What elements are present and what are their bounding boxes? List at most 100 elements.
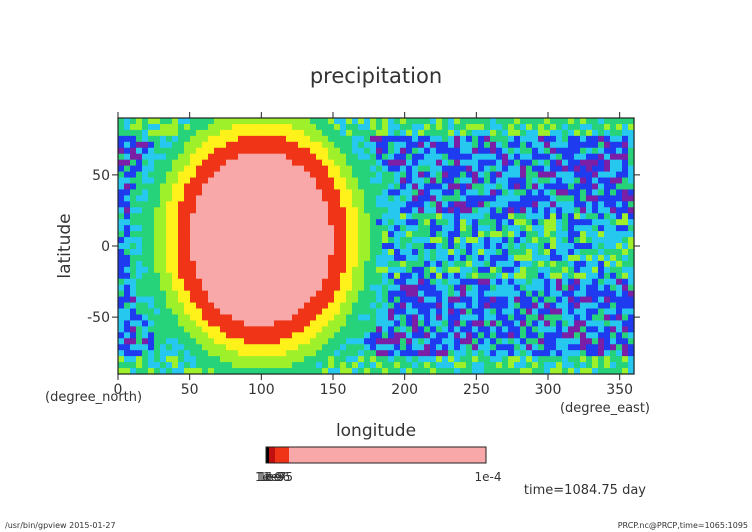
heatmap-cell xyxy=(256,183,263,191)
heatmap-cell xyxy=(286,278,293,286)
heatmap-cell xyxy=(412,332,419,339)
heatmap-cell xyxy=(394,260,401,268)
heatmap-cell xyxy=(322,266,329,274)
heatmap-cell xyxy=(118,195,125,202)
heatmap-cell xyxy=(364,320,371,327)
heatmap-cell xyxy=(166,338,173,345)
heatmap-cell xyxy=(514,368,521,375)
heatmap-cell xyxy=(586,356,593,363)
heatmap-cell xyxy=(184,147,191,155)
heatmap-cell xyxy=(316,153,323,161)
heatmap-cell xyxy=(160,159,167,167)
heatmap-cell xyxy=(550,195,557,202)
heatmap-cell xyxy=(460,314,467,322)
heatmap-cell xyxy=(154,314,161,322)
heatmap-cell xyxy=(304,308,311,316)
heatmap-cell xyxy=(352,171,359,179)
heatmap-cell xyxy=(184,320,191,327)
heatmap-cell xyxy=(298,362,305,369)
heatmap-cell xyxy=(154,254,161,262)
heatmap-cell xyxy=(598,123,605,131)
heatmap-cell xyxy=(574,290,581,298)
heatmap-cell xyxy=(466,183,473,191)
heatmap-cell xyxy=(448,260,455,268)
heatmap-cell xyxy=(328,147,335,155)
heatmap-cell xyxy=(394,118,401,125)
heatmap-cell xyxy=(124,135,131,143)
heatmap-cell xyxy=(592,368,599,375)
heatmap-cell xyxy=(394,332,401,339)
heatmap-cell xyxy=(472,219,479,226)
heatmap-cell xyxy=(526,201,533,208)
heatmap-cell xyxy=(472,284,479,292)
heatmap-cell xyxy=(478,219,485,226)
heatmap-cell xyxy=(136,266,143,274)
heatmap-cell xyxy=(514,326,521,333)
heatmap-cell xyxy=(226,302,233,310)
heatmap-cell xyxy=(340,254,347,262)
heatmap-cell xyxy=(178,344,185,351)
heatmap-cell xyxy=(262,213,269,220)
heatmap-cell xyxy=(178,123,185,131)
heatmap-cell xyxy=(154,183,161,191)
heatmap-cell xyxy=(502,123,509,131)
heatmap-cell xyxy=(166,219,173,226)
heatmap-cell xyxy=(250,362,257,369)
heatmap-cell xyxy=(418,165,425,173)
heatmap-cell xyxy=(190,320,197,327)
heatmap-cell xyxy=(532,254,539,262)
heatmap-cell xyxy=(370,314,377,322)
heatmap-cell xyxy=(286,260,293,268)
heatmap-cell xyxy=(256,231,263,238)
heatmap-cell xyxy=(610,123,617,131)
heatmap-cell xyxy=(430,118,437,125)
heatmap-cell xyxy=(274,260,281,268)
heatmap-cell xyxy=(580,344,587,351)
heatmap-cell xyxy=(160,165,167,173)
heatmap-cell xyxy=(586,147,593,155)
heatmap-cell xyxy=(196,344,203,351)
heatmap-cell xyxy=(340,326,347,333)
heatmap-cell xyxy=(166,147,173,155)
heatmap-cell xyxy=(238,189,245,196)
heatmap-cell xyxy=(610,213,617,220)
heatmap-cell xyxy=(214,278,221,286)
heatmap-cell xyxy=(358,254,365,262)
heatmap-cell xyxy=(520,314,527,322)
heatmap-cell xyxy=(124,195,131,202)
heatmap-cell xyxy=(256,135,263,143)
heatmap-cell xyxy=(304,165,311,173)
heatmap-cell xyxy=(148,207,155,214)
heatmap-cell xyxy=(622,284,629,292)
heatmap-cell xyxy=(310,344,317,351)
heatmap-cell xyxy=(280,362,287,369)
heatmap-cell xyxy=(574,147,581,155)
heatmap-cell xyxy=(562,320,569,327)
heatmap-cell xyxy=(508,248,515,256)
heatmap-cell xyxy=(364,260,371,268)
heatmap-cell xyxy=(118,368,125,375)
heatmap-cell xyxy=(532,231,539,238)
heatmap-cell xyxy=(130,219,137,226)
heatmap-cell xyxy=(544,183,551,191)
heatmap-cell xyxy=(130,332,137,339)
heatmap-cell xyxy=(334,254,341,262)
heatmap-cell xyxy=(184,243,191,250)
heatmap-cell xyxy=(370,195,377,202)
heatmap-cell xyxy=(232,254,239,262)
heatmap-cell xyxy=(148,296,155,304)
heatmap-cell xyxy=(466,320,473,327)
heatmap-cell xyxy=(166,290,173,298)
heatmap-cell xyxy=(346,225,353,232)
heatmap-cell xyxy=(496,213,503,220)
heatmap-cell xyxy=(430,308,437,316)
heatmap-cell xyxy=(448,118,455,125)
heatmap-cell xyxy=(220,338,227,345)
heatmap-cell xyxy=(172,177,179,185)
heatmap-cell xyxy=(604,231,611,238)
heatmap-cell xyxy=(460,189,467,196)
heatmap-cell xyxy=(580,320,587,327)
heatmap-cell xyxy=(142,243,149,250)
heatmap-cell xyxy=(286,123,293,131)
heatmap-cell xyxy=(310,225,317,232)
